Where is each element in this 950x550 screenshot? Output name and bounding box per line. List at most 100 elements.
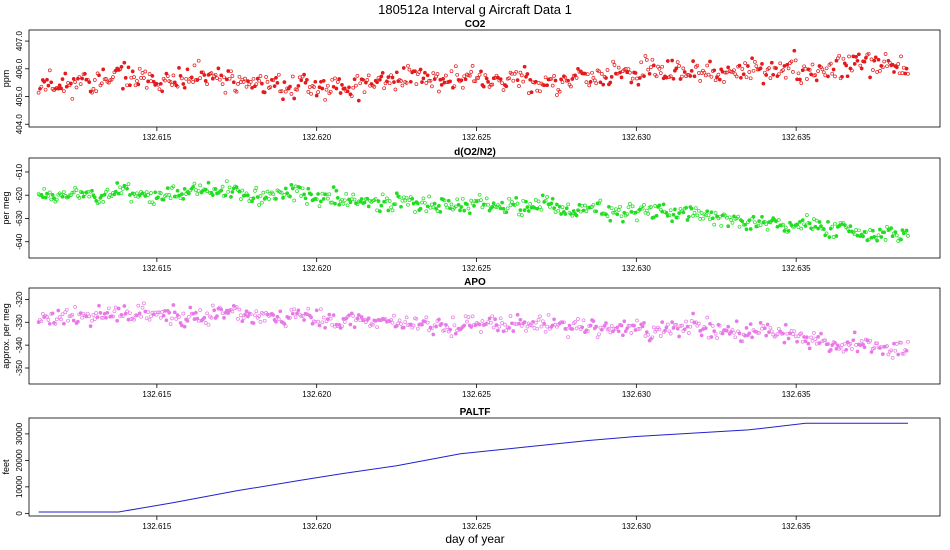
- data-point: [696, 321, 701, 326]
- data-point: [857, 228, 861, 233]
- data-point: [424, 81, 429, 85]
- data-point: [305, 77, 309, 82]
- data-point: [469, 70, 474, 74]
- data-point: [592, 78, 597, 83]
- data-point: [732, 68, 736, 73]
- data-point: [795, 339, 799, 344]
- data-point: [456, 202, 461, 207]
- data-point: [518, 208, 523, 212]
- data-point: [618, 204, 622, 209]
- data-point: [122, 60, 127, 65]
- data-point: [421, 196, 426, 201]
- data-point: [335, 196, 340, 200]
- data-point: [448, 79, 452, 84]
- data-point: [453, 331, 458, 336]
- data-point: [448, 327, 452, 332]
- data-point: [393, 202, 398, 207]
- data-point: [140, 305, 145, 310]
- data-point: [168, 79, 173, 84]
- data-point: [78, 82, 83, 86]
- data-point: [847, 54, 851, 59]
- data-point: [380, 192, 385, 197]
- data-point: [533, 198, 538, 202]
- data-point: [144, 190, 149, 194]
- data-point: [661, 202, 666, 207]
- data-point: [258, 320, 263, 324]
- data-point: [94, 311, 99, 315]
- data-point: [487, 316, 492, 321]
- data-point: [607, 204, 611, 209]
- data-point: [671, 212, 676, 217]
- data-point: [885, 344, 889, 348]
- data-point: [202, 73, 207, 77]
- data-point: [800, 68, 805, 73]
- data-point: [753, 60, 757, 64]
- data-point: [289, 183, 294, 187]
- data-point: [528, 77, 533, 82]
- data-point: [819, 331, 823, 336]
- data-point: [518, 317, 523, 322]
- data-point: [397, 195, 402, 200]
- data-point: [97, 303, 101, 308]
- data-point: [90, 90, 94, 95]
- data-point: [813, 337, 818, 341]
- data-point: [379, 74, 384, 79]
- data-point: [692, 74, 697, 79]
- data-point: [237, 189, 242, 194]
- data-point: [875, 341, 879, 346]
- data-point: [816, 69, 820, 73]
- data-point: [281, 196, 285, 200]
- data-point: [486, 80, 490, 84]
- data-point: [715, 336, 719, 340]
- data-point: [893, 230, 898, 234]
- data-point: [119, 64, 124, 69]
- data-point: [703, 326, 708, 331]
- data-point: [394, 70, 399, 75]
- data-point: [525, 324, 530, 329]
- data-point: [119, 191, 124, 195]
- data-point: [241, 316, 246, 320]
- data-point: [434, 324, 438, 329]
- y-axis-label: ppm: [1, 70, 11, 88]
- data-point: [726, 224, 731, 229]
- data-point: [786, 229, 791, 233]
- data-point: [525, 72, 530, 76]
- data-point: [799, 81, 804, 85]
- data-point: [404, 81, 409, 85]
- data-point: [467, 73, 472, 78]
- data-point: [474, 75, 479, 80]
- data-point: [767, 66, 771, 70]
- data-point: [699, 333, 704, 338]
- data-point: [460, 85, 465, 90]
- data-point: [552, 206, 556, 210]
- data-point: [515, 312, 520, 317]
- data-point: [768, 325, 773, 330]
- data-point: [803, 339, 808, 344]
- data-point: [688, 74, 693, 78]
- data-point: [635, 76, 639, 81]
- data-point: [420, 200, 424, 205]
- data-point: [830, 343, 835, 347]
- data-point: [62, 321, 66, 326]
- data-point: [879, 235, 884, 239]
- data-point: [212, 308, 217, 313]
- data-point: [494, 323, 499, 327]
- data-point: [594, 209, 599, 214]
- data-point: [109, 194, 114, 199]
- data-point: [452, 84, 457, 89]
- data-point: [665, 322, 670, 327]
- data-point: [389, 205, 393, 210]
- data-point: [675, 215, 680, 220]
- data-point: [831, 67, 836, 72]
- data-point: [545, 83, 549, 88]
- data-point: [740, 219, 745, 224]
- data-point: [807, 346, 812, 351]
- y-axis-label: approx. per meg: [1, 303, 11, 369]
- data-point: [390, 208, 395, 213]
- data-point: [623, 329, 628, 334]
- data-point: [824, 66, 829, 71]
- data-point: [223, 90, 228, 95]
- data-point: [872, 58, 877, 63]
- data-point: [73, 80, 77, 84]
- data-point: [886, 352, 891, 357]
